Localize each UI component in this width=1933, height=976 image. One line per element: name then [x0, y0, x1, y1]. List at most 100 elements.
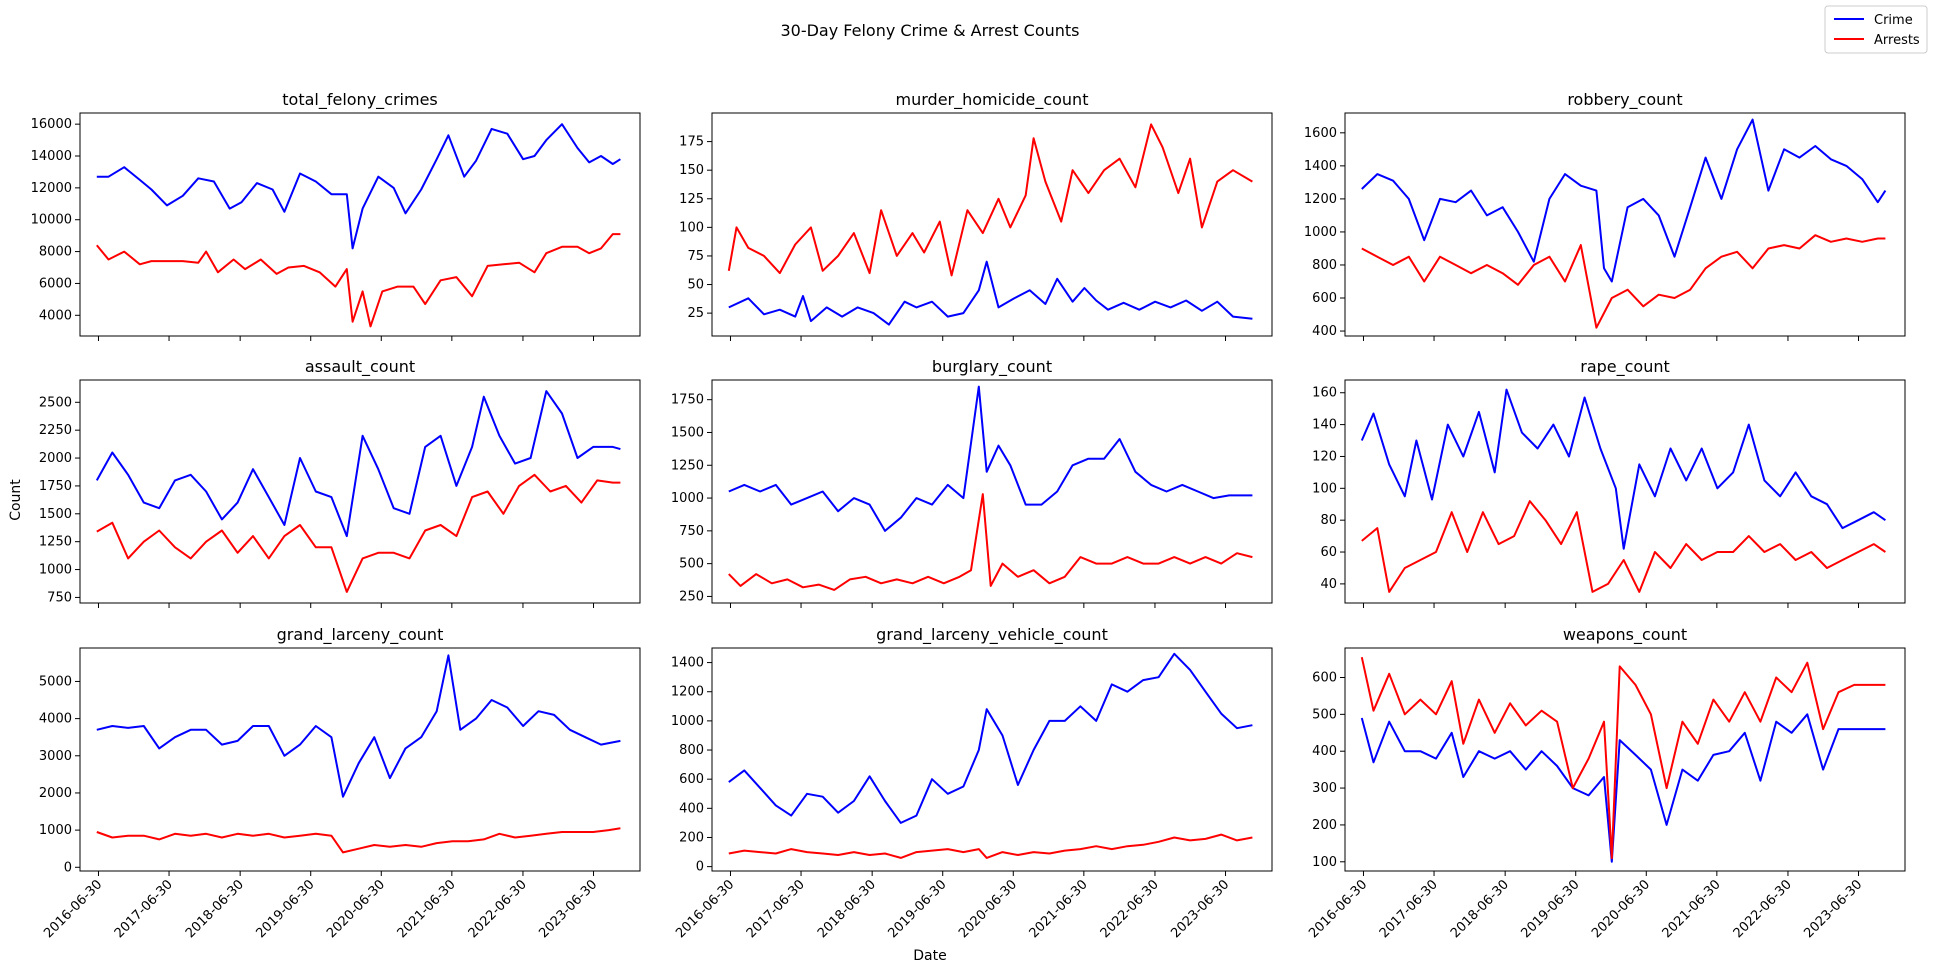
series-line-crime	[1360, 713, 1886, 863]
axes-frame	[1344, 112, 1906, 337]
series-line-crime	[728, 260, 1253, 326]
x-tick-label: 2020-06-30	[956, 877, 1020, 941]
y-tick-label: 10000	[31, 213, 72, 228]
legend-arrests-label: Arrests	[1874, 33, 1920, 48]
y-tick-label: 100	[1312, 481, 1337, 496]
series-line-arrests	[727, 123, 1253, 277]
subplot-robbery-count: robbery_count 400 600 800 1000 1200 1400 1600	[1304, 90, 1906, 341]
y-tick-label: 200	[679, 830, 704, 845]
x-tick-label: 2022-06-30	[1731, 877, 1795, 941]
y-tick-label: 5000	[39, 674, 72, 689]
x-tick-label: 2021-06-30	[395, 877, 459, 941]
y-tick-label: 2000	[39, 786, 72, 801]
y-tick-label: 0	[696, 860, 704, 875]
y-tick-label: 12000	[31, 181, 72, 196]
y-tick-label: 600	[1312, 291, 1337, 306]
y-tick-label: 750	[679, 524, 704, 539]
y-tick-label: 4000	[39, 712, 72, 727]
series-line-arrests	[96, 233, 621, 328]
y-tick-label: 4000	[39, 308, 72, 323]
x-tick-label: 2020-06-30	[1589, 877, 1653, 941]
y-tick-label: 800	[1312, 258, 1337, 273]
series-line-crime	[95, 390, 621, 538]
y-tick-label: 140	[1312, 418, 1337, 433]
y-tick-label: 1500	[671, 425, 704, 440]
series-line-crime	[728, 652, 1253, 824]
y-tick-label: 100	[1312, 855, 1337, 870]
series-line-arrests	[96, 473, 621, 593]
series-line-crime	[96, 123, 621, 250]
y-tick-label: 1200	[1304, 192, 1337, 207]
series-line-arrests	[728, 493, 1253, 591]
y-tick-label: 2000	[39, 451, 72, 466]
y-tick-label: 25	[687, 306, 704, 321]
y-tick-label: 1400	[1304, 159, 1337, 174]
subplot-rape-count: rape_count 40 60 80 100 120 140 160	[1312, 357, 1906, 608]
x-tick-label: 2019-06-30	[254, 877, 318, 941]
x-tick-label: 2019-06-30	[886, 877, 950, 941]
y-tick-label: 200	[1312, 818, 1337, 833]
figure-xlabel: Date	[913, 948, 946, 964]
legend-box	[1824, 5, 1928, 54]
y-tick-label: 3000	[39, 749, 72, 764]
x-tick-label: 2018-06-30	[1448, 877, 1512, 941]
subplot-assault-count: assault_count 750 1000 1250 1500 1750 2000 2250…	[39, 357, 641, 608]
subplot-title: murder_homicide_count	[896, 90, 1089, 110]
subplot-grand-larceny-count: grand_larceny_count 0 1000 2000 3000 4000 5000…	[39, 625, 641, 941]
y-tick-label: 6000	[39, 276, 72, 291]
subplot-title: weapons_count	[1563, 625, 1687, 645]
y-tick-label: 2250	[39, 423, 72, 438]
y-tick-label: 160	[1312, 386, 1337, 401]
series-line-crime	[728, 385, 1253, 532]
x-tick-label: 2023-06-30	[536, 877, 600, 941]
y-tick-label: 14000	[31, 149, 72, 164]
y-tick-label: 750	[47, 590, 72, 605]
series-line-arrests	[96, 827, 621, 854]
y-tick-label: 8000	[39, 245, 72, 260]
y-tick-label: 1000	[39, 563, 72, 578]
y-tick-label: 1250	[671, 458, 704, 473]
x-tick-label: 2017-06-30	[744, 877, 808, 941]
x-tick-label: 2017-06-30	[1377, 877, 1441, 941]
axes-frame	[1344, 647, 1906, 872]
y-tick-label: 300	[1312, 781, 1337, 796]
series-line-crime	[1361, 118, 1887, 283]
subplot-grand-larceny-vehicle-count: grand_larceny_vehicle_count 0 200 400 600 800…	[671, 625, 1273, 941]
subplot-murder-homicide-count: murder_homicide_count 25 50 75 100 125 150 175	[679, 90, 1273, 341]
y-tick-label: 120	[1312, 449, 1337, 464]
y-tick-label: 40	[1320, 577, 1337, 592]
series-line-arrests	[728, 833, 1253, 859]
x-tick-label: 2022-06-30	[466, 877, 530, 941]
legend: Crime Arrests	[1824, 5, 1928, 54]
axes-frame	[79, 112, 641, 337]
subplot-title: grand_larceny_vehicle_count	[876, 625, 1108, 645]
x-tick-label: 2016-06-30	[41, 877, 105, 941]
series-line-arrests	[1360, 656, 1886, 860]
x-tick-label: 2021-06-30	[1027, 877, 1091, 941]
axes-frame	[1344, 379, 1906, 604]
y-tick-label: 1200	[671, 685, 704, 700]
y-tick-label: 400	[1312, 324, 1337, 339]
figure-title: 30-Day Felony Crime & Arrest Counts	[780, 21, 1079, 40]
subplot-title: assault_count	[305, 357, 415, 377]
subplot-burglary-count: burglary_count 250 500 750 1000 1250 1500 1750	[671, 357, 1273, 608]
subplot-title: robbery_count	[1567, 90, 1682, 110]
y-tick-label: 150	[679, 163, 704, 178]
y-tick-label: 1250	[39, 535, 72, 550]
y-tick-label: 600	[1312, 670, 1337, 685]
y-tick-label: 1600	[1304, 126, 1337, 141]
series-line-arrests	[1361, 500, 1886, 593]
y-tick-label: 2500	[39, 395, 72, 410]
series-line-arrests	[1361, 234, 1886, 329]
y-tick-label: 1500	[39, 507, 72, 522]
y-tick-label: 60	[1320, 545, 1337, 560]
y-tick-label: 100	[679, 220, 704, 235]
y-tick-label: 800	[679, 743, 704, 758]
series-line-crime	[96, 654, 621, 798]
y-tick-label: 250	[679, 589, 704, 604]
subplot-title: burglary_count	[932, 357, 1052, 377]
y-tick-label: 400	[679, 801, 704, 816]
series-line-crime	[1360, 388, 1886, 550]
x-tick-label: 2016-06-30	[673, 877, 737, 941]
